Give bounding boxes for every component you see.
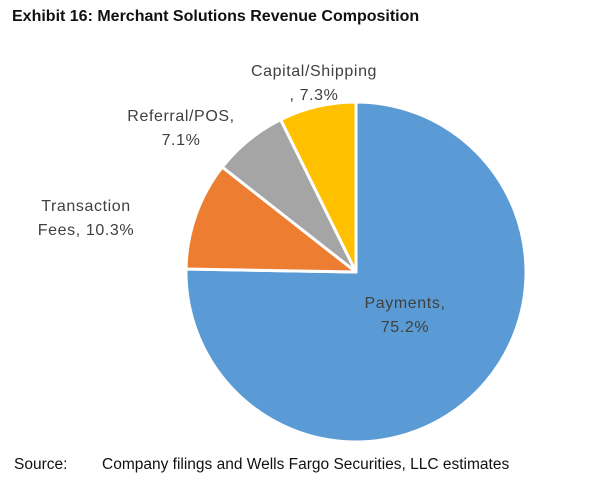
- source-text: Company filings and Wells Fargo Securiti…: [102, 456, 510, 473]
- pie-label-line: , 7.3%: [290, 87, 339, 104]
- source-note: Source: Company filings and Wells Fargo S…: [14, 456, 509, 474]
- pie-label-line: 75.2%: [381, 319, 429, 336]
- pie-slices: [184, 100, 528, 444]
- pie-label-referral-pos: Referral/POS, 7.1%: [127, 108, 234, 149]
- pie-slice-capital-shipping: [279, 100, 358, 274]
- pie-label-line: Payments,: [365, 295, 446, 312]
- pie-label-line: Referral/POS,: [127, 108, 234, 125]
- pie-label-transaction-fees: Transaction Fees, 10.3%: [38, 198, 134, 239]
- pie-labels: Payments, 75.2% Transaction Fees, 10.3% Refe…: [38, 63, 446, 336]
- pie-label-line: Capital/Shipping: [251, 63, 377, 80]
- pie-label-line: Transaction: [41, 198, 131, 215]
- pie-label-line: Fees, 10.3%: [38, 222, 134, 239]
- source-label: Source:: [14, 456, 68, 473]
- pie-label-payments: Payments, 75.2%: [365, 295, 446, 336]
- pie-label-capital-shipping: Capital/Shipping , 7.3%: [251, 63, 377, 104]
- pie-label-line: 7.1%: [162, 132, 201, 149]
- exhibit-title: Exhibit 16: Merchant Solutions Revenue C…: [12, 8, 420, 25]
- pie-slice-transaction-fees: [184, 165, 358, 274]
